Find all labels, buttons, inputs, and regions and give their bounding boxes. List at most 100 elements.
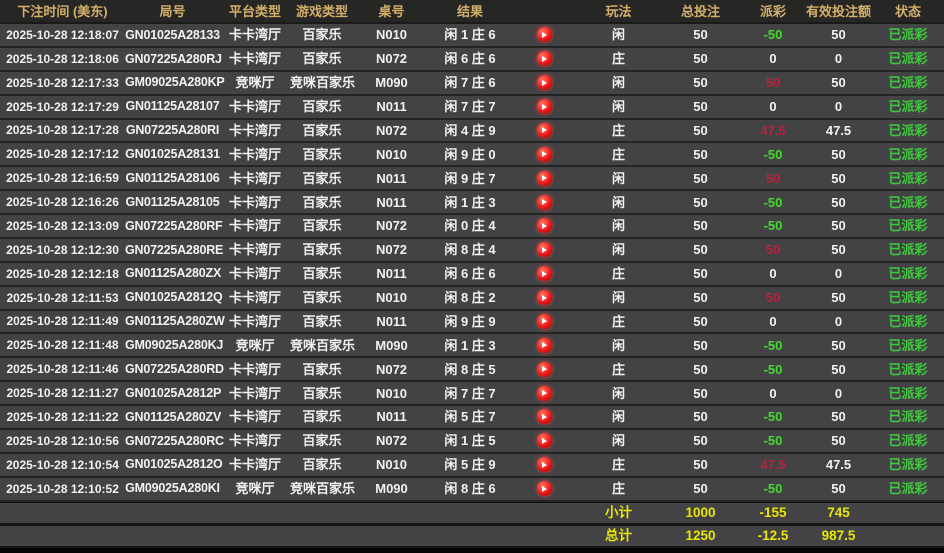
play-type: 庄: [611, 146, 625, 162]
replay-video-icon[interactable]: [536, 290, 552, 306]
result: 闲 5 庄 7: [444, 409, 496, 425]
replay-cell: [511, 313, 577, 329]
replay-video-icon[interactable]: [536, 313, 552, 329]
valid-bet: 50: [831, 75, 846, 91]
replay-cell: [511, 409, 577, 425]
status-badge: 已派彩: [888, 99, 928, 115]
replay-video-icon[interactable]: [536, 433, 552, 449]
replay-video-icon[interactable]: [536, 457, 552, 473]
payout-value: 47.5: [760, 122, 786, 138]
total-label: 总计: [605, 528, 632, 544]
game-type: 百家乐: [302, 290, 342, 306]
table-row: 2025-10-28 12:12:18 GN01125A280ZX 卡卡湾厅 百…: [0, 262, 944, 287]
table-number: N011: [376, 266, 407, 282]
game-number: GN01025A28133: [125, 27, 220, 42]
status-badge: 已派彩: [888, 194, 928, 210]
replay-video-icon[interactable]: [536, 218, 552, 234]
total-bet: 50: [693, 337, 708, 353]
replay-video-icon[interactable]: [536, 266, 552, 282]
total-bet: 50: [693, 481, 708, 497]
status-badge: 已派彩: [888, 313, 928, 329]
total-bet: 50: [693, 27, 708, 43]
game-type: 百家乐: [302, 433, 342, 449]
col-header-total-bet: 总投注: [680, 3, 720, 19]
table-row: 2025-10-28 12:16:59 GN01125A28106 卡卡湾厅 百…: [0, 167, 944, 192]
platform-type: 卡卡湾厅: [228, 122, 281, 138]
result: 闲 7 庄 7: [444, 385, 496, 401]
col-header-result: 结果: [456, 3, 483, 19]
replay-video-icon[interactable]: [536, 146, 552, 162]
result: 闲 7 庄 6: [444, 75, 496, 91]
platform-type: 竞咪厅: [235, 337, 275, 353]
replay-video-icon[interactable]: [536, 361, 552, 377]
result: 闲 0 庄 4: [444, 218, 496, 234]
game-number: GM09025A280KP: [125, 75, 225, 90]
table-row: 2025-10-28 12:10:56 GN07225A280RC 卡卡湾厅 百…: [0, 429, 944, 454]
bet-time: 2025-10-28 12:12:30: [6, 242, 119, 257]
replay-video-icon[interactable]: [536, 122, 552, 138]
table-number: N072: [375, 218, 408, 234]
play-triangle-icon: [542, 294, 547, 301]
table-number: N010: [375, 27, 408, 43]
replay-video-icon[interactable]: [536, 27, 552, 43]
result: 闲 6 庄 6: [444, 51, 496, 67]
replay-video-icon[interactable]: [536, 481, 552, 497]
payout-value: -50: [763, 194, 783, 210]
payout-value: -50: [763, 27, 783, 43]
replay-video-icon[interactable]: [536, 170, 552, 186]
col-header-platform: 平台类型: [228, 3, 281, 19]
table-row: 2025-10-28 12:10:52 GM09025A280KI 竞咪厅 竞咪…: [0, 477, 944, 502]
play-triangle-icon: [542, 246, 547, 253]
game-type: 百家乐: [302, 122, 342, 138]
payout-value: -50: [763, 409, 783, 425]
play-triangle-icon: [542, 222, 547, 229]
replay-video-icon[interactable]: [536, 51, 552, 67]
col-header-game-no: 局号: [159, 3, 186, 19]
status-badge: 已派彩: [888, 122, 928, 138]
table-number: N072: [375, 433, 408, 449]
play-triangle-icon: [542, 199, 547, 206]
valid-bet: 50: [831, 433, 846, 449]
bet-time: 2025-10-28 12:11:46: [6, 362, 119, 377]
game-number: GN01025A2812O: [125, 457, 223, 472]
total-bet: 50: [693, 146, 708, 162]
replay-cell: [511, 146, 577, 162]
total-bet: 50: [693, 194, 708, 210]
replay-video-icon[interactable]: [536, 337, 552, 353]
play-triangle-icon: [542, 413, 547, 420]
table-row: 2025-10-28 12:16:26 GN01125A28105 卡卡湾厅 百…: [0, 191, 944, 215]
table-number: N011: [376, 313, 407, 329]
replay-video-icon[interactable]: [536, 385, 552, 401]
table-row: 2025-10-28 12:17:28 GN07225A280RI 卡卡湾厅 百…: [0, 119, 944, 144]
play-triangle-icon: [542, 270, 547, 277]
status-badge: 已派彩: [888, 27, 928, 43]
total-bet: 50: [693, 433, 708, 449]
status-badge: 已派彩: [888, 75, 928, 91]
bet-time: 2025-10-28 12:10:56: [6, 433, 119, 448]
replay-video-icon[interactable]: [536, 99, 552, 115]
replay-video-icon[interactable]: [536, 75, 552, 91]
result: 闲 9 庄 9: [444, 313, 496, 329]
status-badge: 已派彩: [888, 481, 928, 497]
bet-time: 2025-10-28 12:10:54: [6, 457, 119, 472]
play-triangle-icon: [542, 79, 547, 86]
play-triangle-icon: [542, 366, 547, 373]
table-row: 2025-10-28 12:17:29 GN01125A28107 卡卡湾厅 百…: [0, 95, 944, 120]
platform-type: 卡卡湾厅: [228, 218, 281, 234]
table-number: N011: [376, 194, 407, 210]
valid-bet: 50: [831, 146, 846, 162]
table-number: N011: [376, 99, 407, 115]
payout-value: 50: [765, 75, 781, 91]
game-type: 百家乐: [302, 170, 342, 186]
replay-cell: [511, 75, 577, 91]
table-row: 2025-10-28 12:11:46 GN07225A280RD 卡卡湾厅 百…: [0, 358, 944, 383]
valid-bet: 50: [831, 337, 846, 353]
replay-cell: [511, 194, 577, 210]
game-type: 百家乐: [302, 242, 342, 258]
replay-video-icon[interactable]: [536, 409, 552, 425]
replay-video-icon[interactable]: [536, 242, 552, 258]
game-number: GN07225A280RJ: [125, 51, 222, 66]
bet-time: 2025-10-28 12:12:18: [6, 266, 119, 281]
replay-video-icon[interactable]: [536, 194, 552, 210]
table-row: 2025-10-28 12:12:30 GN07225A280RE 卡卡湾厅 百…: [0, 238, 944, 263]
